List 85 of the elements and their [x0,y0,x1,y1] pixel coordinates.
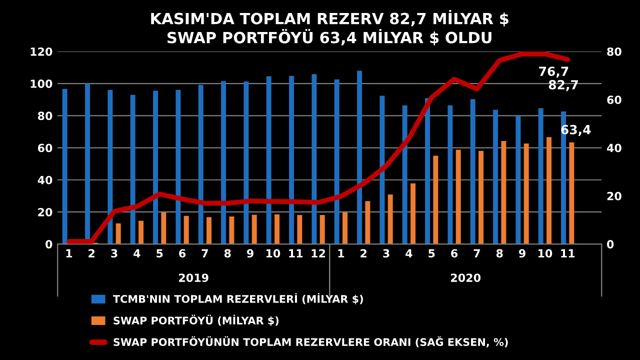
y2-tick-label: 40 [606,144,622,152]
y-tick-label: 20 [38,208,52,216]
bar [221,81,226,244]
data-label: 82,7 [548,80,578,92]
bar [176,90,181,244]
bar [266,76,272,244]
bar [108,90,113,244]
bar [501,141,506,244]
x-tick-label: 11 [561,249,575,258]
bar [410,183,416,244]
bar [448,105,453,244]
x-tick-label: 6 [451,249,458,258]
bar [312,74,317,244]
bar [206,217,212,244]
text: 2019 [179,274,208,282]
bar [320,215,325,244]
x-tick-label: 5 [428,249,435,258]
legend-label: TCMB'NIN TOPLAM REZERVLERİ (MİLYAR $) [112,293,363,304]
bar [470,99,476,244]
legend-label: SWAP PORTFÖYÜ (MİLYAR $) [114,314,279,326]
bar [569,142,574,244]
bar [433,156,438,244]
bar [229,216,234,244]
y-tick-label: 0 [46,240,52,248]
x-tick-label: 4 [406,249,412,258]
bar [425,98,430,244]
bar [334,79,340,244]
x-tick-label: 2 [88,249,94,258]
x-tick-label: 11 [289,249,303,258]
bar [478,150,484,244]
legend-label: SWAP PORTFÖYÜNÜN TOPLAM REZERVLERE ORANI (SAĞ EKSEN, %) [114,336,508,348]
bar [184,216,189,244]
y-tick-label: 40 [38,176,52,184]
x-tick-label: 3 [383,249,390,258]
bar [116,223,121,244]
x-tick-label: 9 [246,249,254,258]
y-tick-label: 60 [38,144,52,152]
x-tick-label: 8 [496,249,503,258]
bar [252,214,257,244]
bar [388,194,393,244]
y2-tick-label: 80 [607,47,622,56]
text: 2020 [451,274,481,282]
bar [538,108,544,244]
bar [297,215,302,244]
bar [62,88,68,244]
bar [274,214,280,244]
bar [357,70,362,244]
data-label: 76,7 [539,66,568,78]
x-tick-label: 7 [202,249,208,258]
bar [130,94,136,244]
x-tick-label: 6 [179,249,186,258]
y-tick-label: 80 [38,112,52,120]
x-tick-label: 10 [538,249,552,258]
bar [402,105,408,244]
x-tick-label: 10 [266,249,280,258]
x-tick-label: 1 [338,249,344,258]
bar [244,81,249,244]
bar [493,110,498,244]
x-tick-label: 8 [224,249,231,258]
x-tick-label: 3 [111,249,118,258]
x-tick-label: 9 [518,249,526,258]
bar [161,212,166,244]
bar [546,137,552,244]
y-tick-label: 100 [30,80,52,88]
bar [365,201,370,244]
y2-tick-label: 60 [607,96,622,104]
x-tick-label: 12 [312,249,326,258]
x-tick-label: 7 [474,249,480,258]
y-tick-label: 120 [30,47,52,56]
bar [456,150,461,244]
x-tick-label: 4 [134,249,140,258]
bar [380,96,385,244]
bar [289,76,294,244]
y2-tick-label: 20 [607,192,622,200]
y2-tick-label: 0 [606,240,614,248]
bar [153,90,158,244]
bar [342,212,348,244]
bar [138,220,144,244]
bar [516,116,521,244]
bar [524,143,529,244]
bar [198,84,204,244]
chart-title: KASIM'DA TOPLAM REZERV 82,7 MİLYAR $ SWAP PORTFÖYÜ 63,4 MİLYAR $ OLDU [151,10,508,46]
x-tick-label: 2 [360,249,366,258]
x-tick-label: 5 [156,249,163,258]
x-tick-label: 1 [66,249,72,258]
